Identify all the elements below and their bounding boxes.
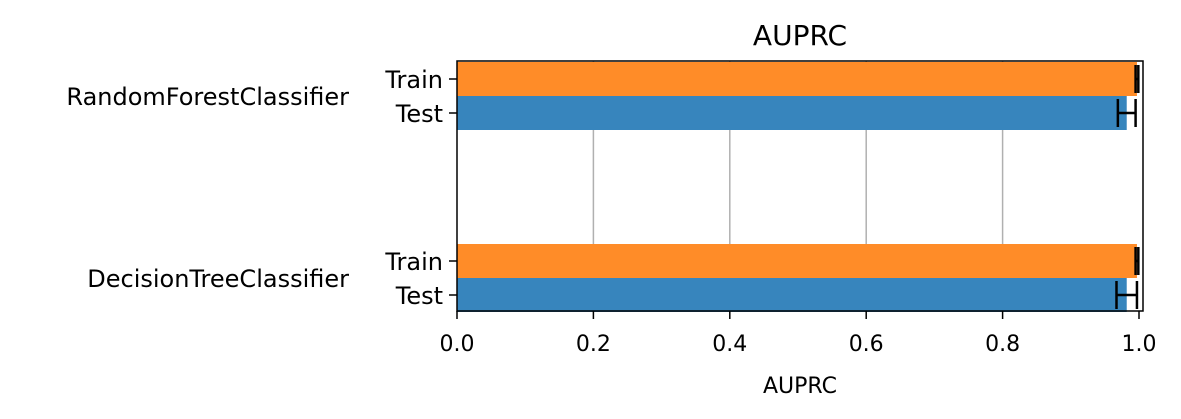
bar-train: [457, 62, 1137, 96]
error-bars: [1115, 65, 1140, 309]
y-axis-labels: Train Test RandomForestClassifier Train Test…: [66, 66, 457, 310]
x-tick-label: 0.2: [576, 332, 611, 357]
bars: [457, 62, 1137, 312]
error-bar: [1134, 65, 1140, 93]
x-tick-label: 1.0: [1122, 332, 1157, 357]
bar-train: [457, 244, 1137, 278]
y-category-label: DecisionTreeClassifier: [87, 265, 349, 293]
bar-test: [457, 96, 1127, 130]
y-series-label: Train: [384, 248, 443, 276]
plot-frame: [456, 60, 1144, 312]
y-series-label: Test: [395, 282, 443, 310]
error-bar: [1134, 247, 1140, 275]
bar-test: [457, 278, 1127, 312]
error-bar: [1116, 99, 1137, 127]
chart-title: AUPRC: [753, 19, 847, 52]
y-category-label: RandomForestClassifier: [66, 83, 349, 111]
y-series-label: Train: [384, 66, 443, 94]
x-tick-label: 0.0: [440, 332, 475, 357]
x-tick-label: 0.6: [849, 332, 884, 357]
x-axis-label: AUPRC: [763, 374, 837, 399]
x-tick-label: 0.4: [712, 332, 747, 357]
x-axis-ticks: 0.0 0.2 0.4 0.6 0.8 1.0: [440, 311, 1157, 357]
y-series-label: Test: [395, 100, 443, 128]
error-bar: [1115, 281, 1139, 309]
x-tick-label: 0.8: [985, 332, 1020, 357]
